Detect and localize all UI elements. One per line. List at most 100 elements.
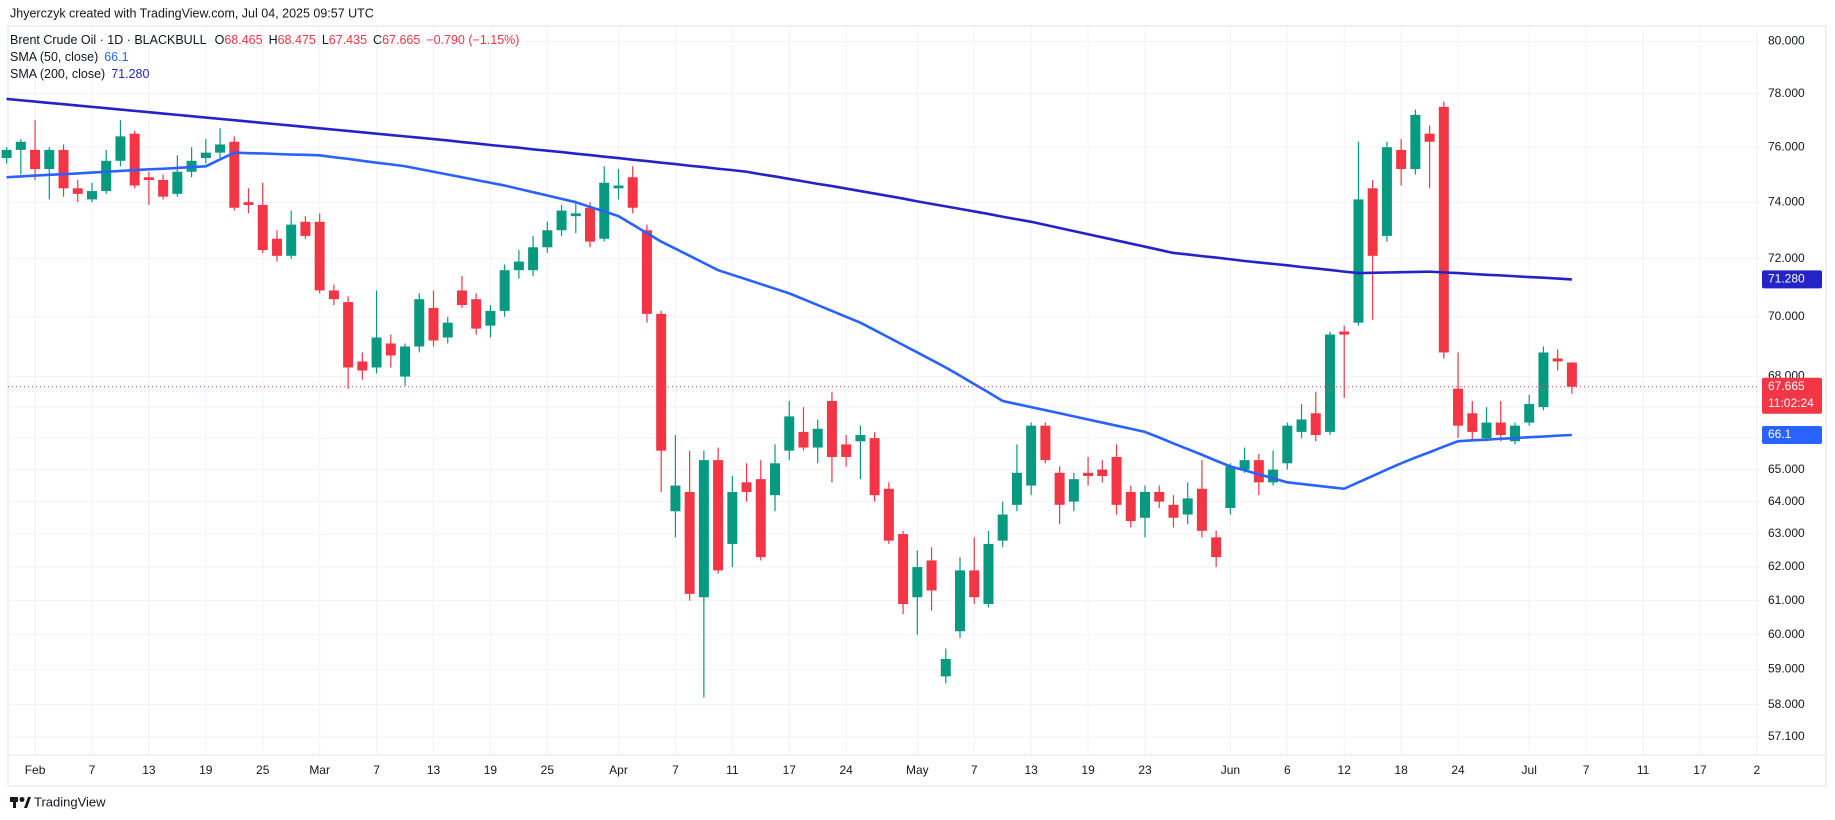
x-tick-label: 19 — [1081, 763, 1095, 777]
candle-body — [300, 221, 311, 236]
candle-body — [58, 149, 69, 189]
candle-body — [883, 488, 894, 541]
candle-body — [1310, 413, 1321, 436]
sma-badge-label: 71.280 — [1768, 272, 1805, 286]
candle-body — [898, 534, 909, 604]
candle-body — [1296, 419, 1307, 432]
candle-body — [328, 290, 339, 300]
brand-logo: TradingView — [10, 794, 106, 809]
brand-name: TradingView — [34, 794, 106, 809]
candle-body — [698, 460, 709, 598]
candle-body — [129, 133, 140, 186]
candle-body — [798, 431, 809, 448]
candle-body — [271, 238, 282, 256]
candle-body — [1168, 504, 1179, 518]
candle-body — [1552, 358, 1563, 362]
candle-body — [770, 463, 781, 496]
candle-body — [641, 230, 652, 314]
logo-shape — [13, 797, 16, 808]
sma-line — [6, 97, 1572, 281]
last-price-badge-label: 67.665 — [1768, 379, 1805, 393]
x-tick-label: 25 — [256, 763, 270, 777]
candle-body — [784, 416, 795, 451]
candle-body — [997, 514, 1008, 541]
candle-body — [1424, 133, 1435, 142]
ohlc-key: O — [215, 33, 225, 47]
candle-body — [215, 144, 226, 153]
ohlc-value: 68.475 — [278, 33, 316, 47]
candle-body — [257, 204, 268, 251]
candle-body — [1211, 537, 1222, 558]
candle-body — [1196, 488, 1207, 531]
candle-body — [485, 310, 496, 326]
candle-body — [456, 290, 467, 306]
x-tick-label: 19 — [199, 763, 213, 777]
candle-body — [1509, 425, 1520, 442]
candle-body — [15, 141, 26, 150]
sma-badge — [1762, 270, 1822, 289]
candle-body — [940, 658, 951, 677]
candle-body — [1467, 413, 1478, 432]
y-tick-label: 74.000 — [1768, 194, 1805, 208]
candle-body — [428, 307, 439, 341]
ohlc-key: L — [322, 33, 329, 47]
y-tick-label: 57.100 — [1768, 729, 1805, 743]
candle-body — [229, 141, 240, 208]
candle-body — [1026, 425, 1037, 486]
y-tick-label: 76.000 — [1768, 139, 1805, 153]
x-tick-label: 13 — [142, 763, 156, 777]
indicator-name: SMA (50, close) — [10, 50, 98, 64]
symbol-name: Brent Crude Oil · 1D · BLACKBULL — [10, 33, 207, 47]
candle-body — [926, 560, 937, 591]
x-tick-label: 7 — [672, 763, 679, 777]
x-tick-label: 23 — [1138, 763, 1152, 777]
ohlc-value: 67.665 — [382, 33, 420, 47]
y-tick-label: 60.000 — [1768, 627, 1805, 641]
y-tick-label: 70.000 — [1768, 309, 1805, 323]
x-tick-label: 2 — [1754, 763, 1761, 777]
x-tick-label: 24 — [1451, 763, 1465, 777]
candle-body — [200, 152, 211, 159]
candle-body — [1538, 352, 1549, 408]
candle-body — [1410, 114, 1421, 170]
candle-body — [1068, 479, 1079, 502]
x-tick-label: Feb — [25, 763, 46, 777]
candle-body — [1125, 491, 1136, 522]
candle-body — [812, 428, 823, 448]
candle-body — [1282, 425, 1293, 464]
logo-shape — [24, 797, 31, 808]
indicator-value: 66.1 — [104, 50, 128, 64]
grid — [8, 26, 1760, 755]
x-tick-label: Mar — [309, 763, 330, 777]
candle-body — [556, 210, 567, 231]
ohlc-change: −0.790 (−1.15%) — [426, 33, 519, 47]
ohlc-key: C — [373, 33, 382, 47]
candle-body — [442, 322, 453, 338]
candle-body — [143, 177, 154, 181]
y-tick-label: 63.000 — [1768, 526, 1805, 540]
candle-body — [1054, 472, 1065, 505]
candle-body — [955, 570, 966, 632]
candle-body — [72, 188, 83, 194]
y-tick-label: 80.000 — [1768, 34, 1805, 48]
x-tick-label: Jul — [1522, 763, 1537, 777]
symbol-legend: Brent Crude Oil · 1D · BLACKBULL O68.465 H… — [10, 33, 519, 47]
y-tick-label: 72.000 — [1768, 251, 1805, 265]
x-tick-label: Jun — [1221, 763, 1240, 777]
candle-body — [1011, 472, 1022, 505]
last-price-badge — [1762, 377, 1822, 414]
x-tick-label: 12 — [1338, 763, 1352, 777]
x-tick-label: 11 — [726, 763, 739, 777]
candle-body — [1566, 362, 1577, 387]
candle-body — [1438, 106, 1449, 353]
y-tick-label: 62.000 — [1768, 559, 1805, 573]
candle-body — [570, 213, 581, 217]
candle-body — [86, 191, 97, 200]
candle-body — [613, 185, 624, 189]
candle-body — [1324, 334, 1335, 432]
sma-badge-label: 66.1 — [1768, 427, 1792, 441]
candle-body — [983, 543, 994, 604]
candle-body — [343, 302, 354, 368]
